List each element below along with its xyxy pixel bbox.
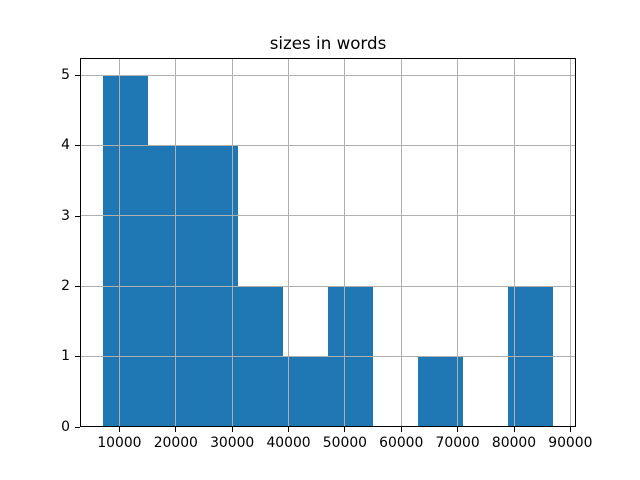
x-tick-label: 40000: [266, 435, 311, 452]
x-tick-label: 10000: [97, 435, 142, 452]
x-tick: [400, 427, 402, 433]
y-gridline: [80, 145, 576, 147]
x-tick: [457, 427, 459, 433]
histogram-bar: [102, 75, 148, 428]
x-gridline: [118, 57, 120, 428]
x-tick: [513, 427, 515, 433]
y-tick: [75, 356, 80, 358]
chart-title: sizes in words: [269, 33, 387, 53]
y-tick-label: 4: [61, 137, 70, 154]
x-gridline: [400, 57, 402, 428]
plot-area: [80, 57, 576, 428]
x-tick: [344, 427, 346, 433]
x-tick-label: 70000: [435, 435, 480, 452]
y-gridline: [80, 356, 576, 358]
x-gridline: [513, 57, 515, 428]
y-tick-label: 3: [61, 207, 70, 224]
x-tick-label: 50000: [322, 435, 368, 452]
x-gridline: [344, 57, 346, 428]
x-tick-label: 20000: [153, 435, 198, 452]
x-tick: [118, 427, 120, 433]
x-gridline: [175, 57, 177, 428]
y-gridline: [80, 215, 576, 217]
y-tick-label: 2: [61, 277, 70, 294]
y-tick: [75, 145, 80, 147]
x-gridline: [569, 57, 571, 428]
histogram-bar: [418, 356, 464, 428]
x-tick: [288, 427, 290, 433]
y-gridline: [80, 74, 576, 76]
x-tick-label: 90000: [548, 435, 593, 452]
y-tick-label: 1: [61, 348, 70, 365]
y-tick-label: 0: [61, 418, 70, 435]
x-tick: [175, 427, 177, 433]
x-tick: [569, 427, 571, 433]
x-tick-label: 80000: [491, 435, 537, 452]
y-gridline: [80, 285, 576, 287]
x-gridline: [288, 57, 290, 428]
x-tick-label: 60000: [379, 435, 424, 452]
y-tick: [75, 74, 80, 76]
y-tick: [75, 215, 80, 217]
x-tick: [231, 427, 233, 433]
x-gridline: [457, 57, 459, 428]
y-tick: [75, 285, 80, 287]
x-gridline: [231, 57, 233, 428]
x-tick-label: 30000: [210, 435, 255, 452]
y-tick-label: 5: [61, 66, 70, 83]
y-tick: [75, 426, 80, 428]
histogram-bar: [282, 356, 328, 428]
